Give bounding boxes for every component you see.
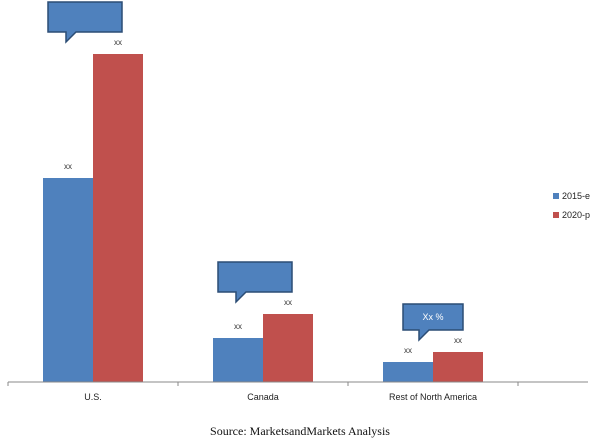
legend: 2015-e 2020-p	[553, 191, 590, 220]
category-label: Canada	[247, 392, 279, 402]
legend-swatch	[553, 193, 559, 199]
bar-2020-p-rest-of-north-america	[433, 352, 483, 382]
bar-2015-e-canada	[213, 338, 263, 382]
x-ticks-group	[7, 382, 519, 386]
bar-2020-p-u-s-	[93, 54, 143, 382]
legend-label: 2020-p	[562, 210, 590, 220]
category-labels-group: U.S. Canada Rest of North America	[84, 392, 477, 402]
category-label: Rest of North America	[389, 392, 477, 402]
data-label: xx	[404, 346, 412, 355]
data-label: xx	[234, 322, 242, 331]
legend-label: 2015-e	[562, 191, 590, 201]
bar-chart: Xx % xx xx xx xx xx xx U.S. Canada Rest of Nort…	[7, 1, 590, 402]
category-label: U.S.	[84, 392, 102, 402]
callout-group: Xx %	[47, 1, 464, 342]
callout-text: Xx %	[422, 312, 443, 322]
data-label: xx	[64, 162, 72, 171]
data-labels-group: xx xx xx xx xx xx	[64, 38, 462, 355]
callout-bubble	[217, 261, 293, 304]
bars-group	[43, 54, 483, 382]
bar-2015-e-rest-of-north-america	[383, 362, 433, 382]
callout-bubble	[47, 1, 123, 44]
source-note: Source: MarketsandMarkets Analysis	[210, 424, 390, 438]
bar-2020-p-canada	[263, 314, 313, 382]
data-label: xx	[454, 336, 462, 345]
data-label: xx	[114, 38, 122, 47]
callout-bubble	[402, 303, 464, 342]
data-label: xx	[284, 298, 292, 307]
bar-2015-e-u-s-	[43, 178, 93, 382]
legend-swatch	[553, 212, 559, 218]
